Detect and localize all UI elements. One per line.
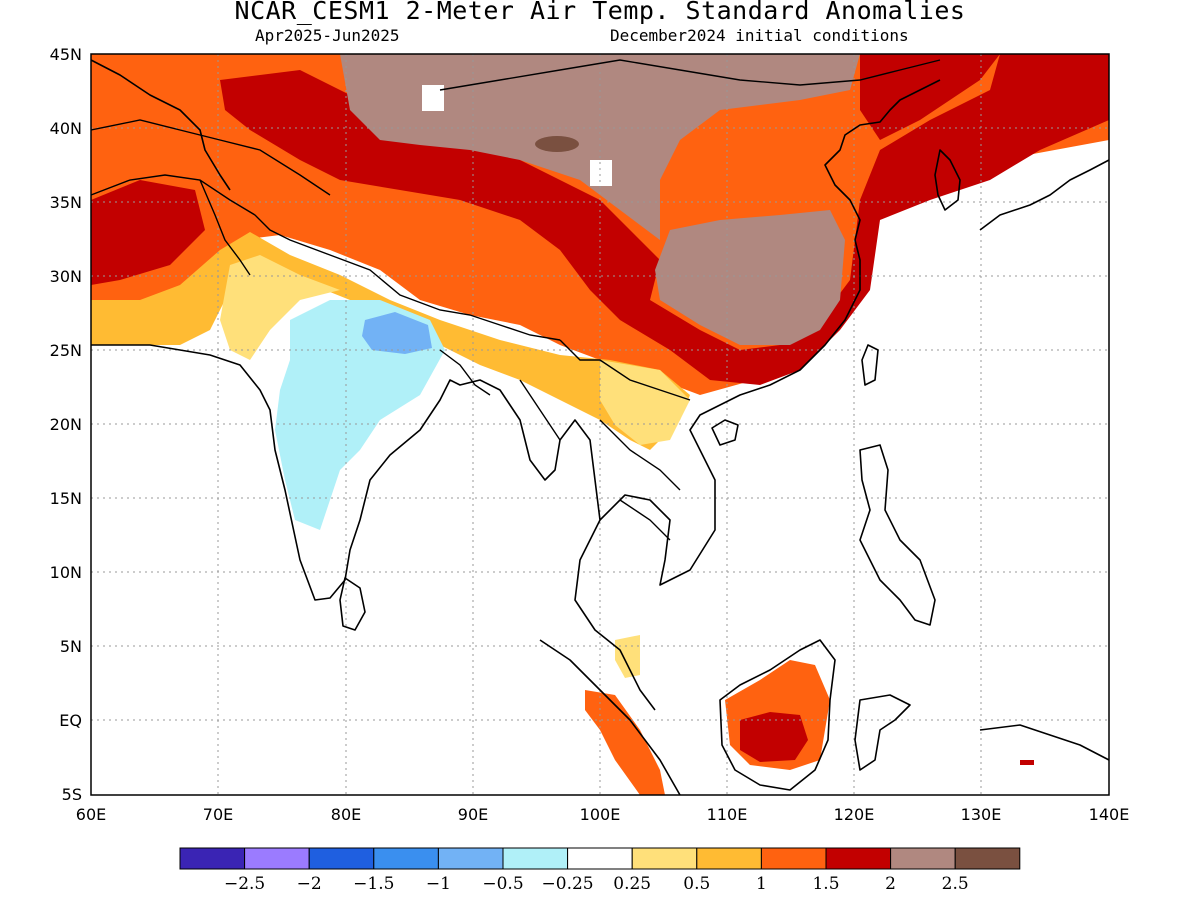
coastlines: [90, 59, 1110, 796]
colorbar-label: −0.5: [482, 874, 523, 894]
colorbar-swatch: [502, 847, 569, 870]
colorbar-swatch: [244, 847, 310, 870]
coast-hainan: [711, 419, 739, 446]
lat-tick-label: 15N: [50, 489, 82, 508]
anomaly-blue-ganges: [362, 312, 432, 354]
anomaly-darkred-northeast: [860, 54, 1000, 140]
colorbar: −2.5 −2 −1.5 −1 −0.5 −0.25 0.25 0.5 1 1.5 2 2.5: [179, 847, 1021, 894]
coast-korea: [934, 149, 961, 211]
lon-tick-label: 120E: [834, 805, 875, 824]
coast-srilanka: [339, 577, 366, 631]
colorbar-label: 1: [756, 874, 767, 894]
colorbar-swatch: [825, 847, 892, 870]
forecast-period: Apr2025-Jun2025: [255, 26, 400, 45]
coast-newguinea: [979, 724, 1110, 761]
lat-tick-label: 10N: [50, 563, 82, 582]
lat-tick-label: 40N: [50, 119, 82, 138]
colorbar-swatch: [567, 847, 633, 870]
colorbar-label: 0.25: [613, 874, 651, 894]
lat-tick-label: 20N: [50, 415, 82, 434]
lat-tick-label: 45N: [50, 45, 82, 64]
missing-data-cell: [422, 85, 444, 111]
lon-tick-label: 140E: [1089, 805, 1130, 824]
lat-tick-label: 25N: [50, 341, 82, 360]
colorbar-label: 2.5: [942, 874, 969, 894]
colorbar-swatch: [890, 847, 956, 870]
anomaly-darkbrown-spot: [535, 136, 579, 152]
colorbar-swatch: [308, 847, 375, 870]
coast-sulawesi: [854, 694, 911, 771]
lon-tick-label: 60E: [76, 805, 106, 824]
lat-tick-label: 35N: [50, 193, 82, 212]
map-title: NCAR_CESM1 2-Meter Air Temp. Standard An…: [234, 0, 966, 25]
anomaly-fields: [91, 54, 1109, 795]
anomaly-orange-sumatra: [585, 690, 665, 795]
lat-tick-label: EQ: [59, 711, 82, 730]
coast-indochina: [599, 239, 861, 586]
graticule: [91, 54, 1109, 795]
colorbar-label: 1.5: [812, 874, 839, 894]
coast-philippines: [859, 444, 936, 626]
colorbar-label: 2: [885, 874, 896, 894]
colorbar-label: −1.5: [353, 874, 394, 894]
coast-borneo: [719, 639, 836, 791]
lon-tick-label: 100E: [580, 805, 621, 824]
colorbar-label: 0.5: [683, 874, 710, 894]
colorbar-swatch: [437, 847, 504, 870]
lon-tick-label: 70E: [203, 805, 233, 824]
lon-tick-label: 80E: [331, 805, 361, 824]
map-frame: [90, 53, 1110, 796]
coast-china: [824, 79, 941, 241]
coast-sumatra: [539, 639, 681, 796]
colorbar-swatch: [954, 847, 1021, 870]
lat-tick-label: 5S: [62, 785, 82, 804]
country-borders: [90, 59, 941, 541]
coast-arabia-persia: [90, 59, 231, 191]
initial-conditions: December2024 initial conditions: [610, 26, 909, 45]
missing-data-cell: [590, 160, 612, 186]
colorbar-swatch: [760, 847, 827, 870]
anomaly-lightblue-india: [275, 300, 445, 530]
anomaly-darkred-west: [91, 180, 205, 285]
anomaly-darkred-borneo: [740, 712, 808, 762]
longitude-axis: 60E 70E 80E 90E 100E 110E 120E 130E 140E: [76, 805, 1130, 824]
colorbar-swatch: [373, 847, 439, 870]
colorbar-label: −2: [297, 874, 322, 894]
coast-india: [91, 344, 656, 711]
colorbar-label: −1: [426, 874, 451, 894]
anomaly-brown-china: [655, 210, 845, 345]
colorbar-label: −0.25: [542, 874, 594, 894]
colorbar-swatch: [631, 847, 698, 870]
lat-tick-label: 5N: [60, 637, 82, 656]
latitude-axis: 45N 40N 35N 30N 25N 20N 15N 10N 5N EQ 5S: [50, 45, 82, 804]
colorbar-swatch: [696, 847, 762, 870]
coast-taiwan: [861, 344, 879, 386]
anomaly-yellow-malaya: [615, 635, 640, 678]
anomaly-ocean-white: [860, 220, 1109, 795]
lon-tick-label: 130E: [961, 805, 1002, 824]
coast-japan: [979, 159, 1110, 231]
lat-tick-label: 30N: [50, 267, 82, 286]
colorbar-swatch: [179, 847, 246, 870]
lon-tick-label: 110E: [707, 805, 748, 824]
lon-tick-label: 90E: [458, 805, 488, 824]
anomaly-yellow-india: [220, 255, 340, 360]
colorbar-label: −2.5: [224, 874, 265, 894]
anomaly-brown-mongolia: [340, 54, 860, 240]
